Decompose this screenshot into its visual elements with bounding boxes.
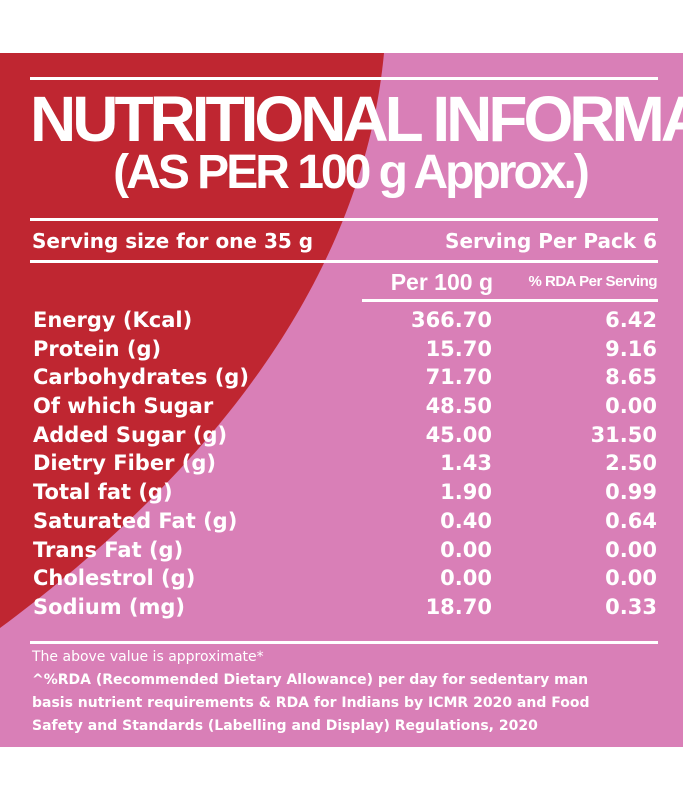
nutrient-name: Of which Sugar [33, 394, 214, 419]
value-rda: 0.00 [605, 394, 657, 419]
nutrient-table: Energy (Kcal) 366.70 6.42 Protein (g) 15.70 9… [0, 306, 683, 622]
value-rda: 8.65 [605, 365, 657, 390]
table-row: Energy (Kcal) 366.70 6.42 [0, 306, 683, 335]
red-diagonal-background [0, 53, 384, 628]
value-per-100g: 0.00 [440, 566, 492, 591]
value-per-100g: 366.70 [410, 308, 492, 332]
footnote-rda-line-1: ^%RDA (Recommended Dietary Allowance) pe… [32, 672, 589, 688]
nutrient-name: Carbohydrates (g) [33, 365, 249, 390]
serving-top-rule [30, 218, 658, 221]
nutrient-name: Added Sugar (g) [33, 422, 228, 447]
value-rda: 0.64 [605, 508, 657, 533]
value-rda: 0.99 [605, 480, 657, 505]
value-per-100g: 1.43 [440, 451, 492, 476]
nutrient-name: Saturated Fat (g) [33, 508, 238, 533]
column-rda: % RDA Per Serving [528, 273, 658, 290]
table-row: Carbohydrates (g) 71.70 8.65 [0, 363, 683, 392]
footnote-approximate: The above value is approximate* [32, 649, 264, 665]
nutrient-name: Energy (Kcal) [33, 308, 193, 332]
table-row: Total fat (g) 1.90 0.99 [0, 478, 683, 507]
table-row: Protein (g) 15.70 9.16 [0, 335, 683, 364]
footnote-rda-line-2: basis nutrient requirements & RDA for In… [32, 695, 590, 711]
value-rda: 0.33 [605, 594, 657, 619]
table-row: Sodium (mg) 18.70 0.33 [0, 593, 683, 622]
panel-title: NUTRITIONAL INFORMATION [30, 83, 683, 155]
value-per-100g: 0.40 [440, 508, 492, 533]
value-rda: 0.00 [605, 566, 657, 591]
nutrient-name: Protein (g) [33, 336, 162, 361]
value-rda: 31.50 [590, 422, 657, 447]
value-per-100g: 48.50 [425, 394, 492, 419]
serving-size: Serving size for one 35 g [32, 229, 314, 253]
table-row: Dietry Fiber (g) 1.43 2.50 [0, 449, 683, 478]
nutrient-name: Dietry Fiber (g) [33, 451, 216, 476]
nutrient-name: Sodium (mg) [33, 594, 186, 619]
footnote-rda-line-3: Safety and Standards (Labelling and Disp… [32, 718, 538, 734]
serving-bottom-rule [30, 260, 658, 263]
table-row: Trans Fat (g) 0.00 0.00 [0, 536, 683, 565]
value-per-100g: 71.70 [425, 365, 492, 390]
nutrient-name: Trans Fat (g) [33, 537, 184, 562]
value-per-100g: 0.00 [440, 537, 492, 562]
value-rda: 2.50 [605, 451, 657, 476]
value-per-100g: 18.70 [425, 594, 492, 619]
top-rule [30, 77, 658, 80]
serving-per-pack: Serving Per Pack 6 [445, 229, 657, 253]
column-per-100g: Per 100 g [390, 269, 493, 295]
value-rda: 0.00 [605, 537, 657, 562]
value-rda: 9.16 [605, 336, 657, 361]
value-per-100g: 45.00 [425, 422, 492, 447]
column-head-rule [362, 299, 658, 302]
table-row: Saturated Fat (g) 0.40 0.64 [0, 507, 683, 536]
value-rda: 6.42 [605, 308, 657, 332]
nutrient-name: Total fat (g) [33, 480, 173, 505]
footnote-rule [30, 641, 658, 644]
nutrient-name: Cholestrol (g) [33, 566, 196, 591]
panel-subtitle: (AS PER 100 g Approx.) [113, 146, 590, 199]
value-per-100g: 1.90 [440, 480, 492, 505]
table-row: Cholestrol (g) 0.00 0.00 [0, 564, 683, 593]
table-row: Added Sugar (g) 45.00 31.50 [0, 421, 683, 450]
value-per-100g: 15.70 [425, 336, 492, 361]
table-row: Of which Sugar 48.50 0.00 [0, 392, 683, 421]
nutrition-panel: NUTRITIONAL INFORMATION (AS PER 100 g Ap… [0, 53, 683, 747]
